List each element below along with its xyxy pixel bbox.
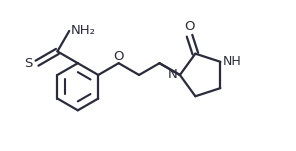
Text: S: S [24, 57, 33, 70]
Text: NH₂: NH₂ [70, 24, 95, 37]
Text: O: O [184, 19, 195, 32]
Text: N: N [168, 68, 178, 81]
Text: NH: NH [223, 55, 241, 68]
Text: O: O [113, 50, 124, 63]
